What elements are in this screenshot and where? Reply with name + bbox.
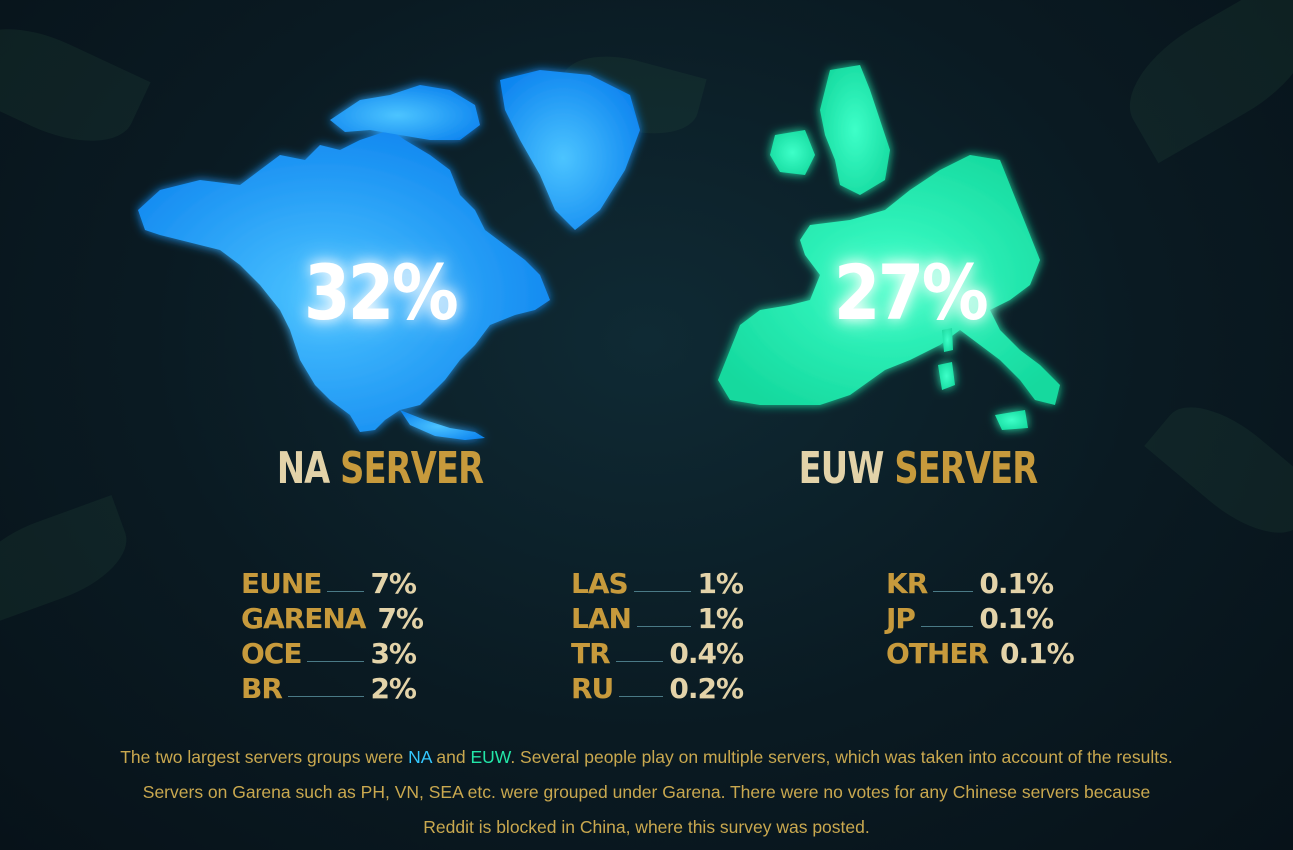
- background-leaf: [1144, 384, 1293, 556]
- background-leaf: [0, 6, 151, 164]
- na-percentage: 32%: [303, 248, 459, 337]
- great-britain-shape: [820, 65, 890, 195]
- server-value: 7%: [377, 602, 424, 635]
- euw-code: EUW: [798, 443, 885, 494]
- caption-na-highlight: NA: [408, 747, 432, 767]
- north-america-shape: [138, 130, 550, 432]
- server-value: 0.1%: [979, 602, 1054, 635]
- sicily-shape: [995, 410, 1028, 430]
- server-value: 1%: [697, 567, 744, 600]
- server-value: 0.1%: [979, 567, 1054, 600]
- server-row: RU 0.2%: [571, 670, 744, 705]
- server-row: BR 2%: [241, 670, 417, 705]
- caption-text: . Several people play on multiple server…: [510, 747, 1173, 767]
- server-name: EUNE: [241, 567, 322, 600]
- server-row: TR 0.4%: [571, 635, 744, 670]
- greenland-shape: [500, 70, 640, 230]
- server-value: 0.2%: [669, 672, 744, 705]
- server-value: 2%: [370, 672, 417, 705]
- caption-line-3: Reddit is blocked in China, where this s…: [423, 817, 870, 837]
- server-name: JP: [886, 602, 916, 635]
- server-row: LAN 1%: [571, 600, 744, 635]
- server-row: JP 0.1%: [886, 600, 1054, 635]
- server-row: LAS 1%: [571, 565, 744, 600]
- server-list-column-3: KR 0.1% JP 0.1% OTHER 0.1%: [886, 565, 1075, 670]
- server-row: KR 0.1%: [886, 565, 1054, 600]
- euw-server-word: SERVER: [894, 443, 1038, 494]
- server-name: BR: [241, 672, 283, 705]
- na-server-word: SERVER: [340, 443, 484, 494]
- server-row: OCE 3%: [241, 635, 417, 670]
- server-row: OTHER 0.1%: [886, 635, 1075, 670]
- caption-line-2: Servers on Garena such as PH, VN, SEA et…: [142, 782, 1151, 802]
- leader-line: [933, 591, 974, 592]
- leader-line: [287, 696, 365, 697]
- arctic-islands-shape: [330, 85, 480, 140]
- central-america-shape: [400, 410, 485, 440]
- server-value: 7%: [370, 567, 417, 600]
- leader-line: [633, 591, 692, 592]
- caption-line-1: The two largest servers groups were NA a…: [0, 747, 1293, 768]
- leader-line: [307, 661, 365, 662]
- corsica-shape: [942, 328, 953, 352]
- leader-line: [636, 626, 692, 627]
- server-name: OCE: [241, 637, 302, 670]
- ireland-shape: [770, 130, 815, 175]
- server-name: LAS: [571, 567, 629, 600]
- server-value: 1%: [697, 602, 744, 635]
- leader-line: [615, 661, 664, 662]
- server-name: OTHER: [886, 637, 989, 670]
- mainland-europe-shape: [718, 155, 1060, 405]
- server-name: LAN: [571, 602, 632, 635]
- server-name: RU: [571, 672, 614, 705]
- server-name: GARENA: [241, 602, 366, 635]
- caption-text: The two largest servers groups were: [120, 747, 409, 767]
- server-name: TR: [571, 637, 611, 670]
- server-value: 0.1%: [1000, 637, 1075, 670]
- background-leaf: [1108, 0, 1293, 164]
- server-name: KR: [886, 567, 928, 600]
- server-list-column-1: EUNE 7% GARENA 7% OCE 3% BR 2%: [241, 565, 424, 705]
- leader-line: [327, 591, 365, 592]
- caption-text: and: [431, 747, 471, 767]
- north-america-map: [138, 70, 640, 440]
- server-value: 0.4%: [669, 637, 744, 670]
- sardinia-shape: [938, 362, 955, 390]
- europe-map: [718, 65, 1060, 430]
- na-server-title: NA SERVER: [261, 443, 499, 494]
- background-leaf: [0, 495, 139, 625]
- na-code: NA: [276, 443, 330, 494]
- server-row: EUNE 7%: [241, 565, 417, 600]
- euw-server-title: EUW SERVER: [791, 443, 1046, 494]
- server-row: GARENA 7%: [241, 600, 424, 635]
- server-list-column-2: LAS 1% LAN 1% TR 0.4% RU 0.2%: [571, 565, 744, 705]
- leader-line: [920, 626, 974, 627]
- leader-line: [619, 696, 664, 697]
- server-value: 3%: [370, 637, 417, 670]
- euw-percentage: 27%: [833, 248, 989, 337]
- caption-euw-highlight: EUW: [470, 747, 511, 767]
